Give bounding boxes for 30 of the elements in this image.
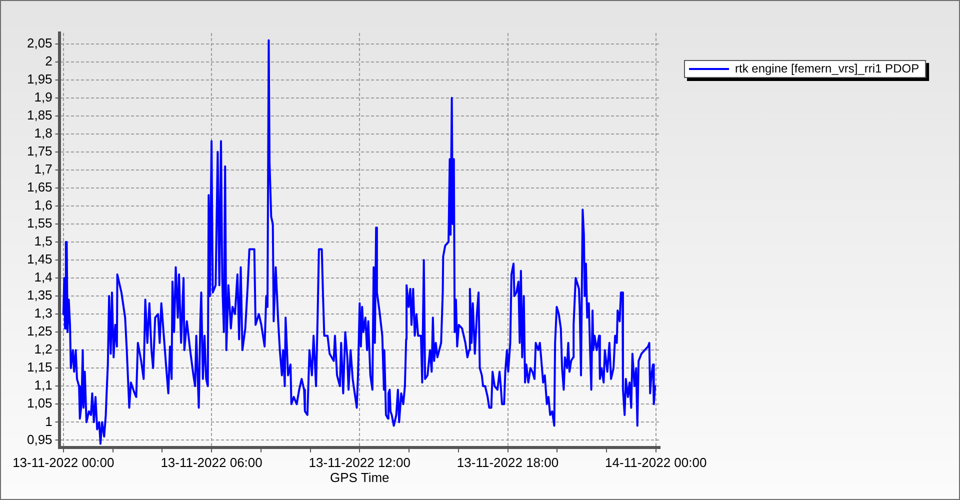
y-tick-label: 1,85: [26, 107, 52, 122]
x-tick-label: 13-11-2022 12:00: [308, 454, 410, 470]
y-tick-label: 1,4: [34, 270, 52, 285]
legend-label: rtk engine [femern_vrs]_rri1 PDOP: [735, 61, 920, 76]
x-tick-label: 13-11-2022 18:00: [456, 454, 559, 470]
y-tick-label: 2,05: [26, 35, 52, 50]
y-tick-label: 1,45: [26, 252, 52, 267]
x-tick-label: 13-11-2022 00:00: [12, 454, 114, 470]
y-tick-label: 1,05: [26, 396, 52, 411]
x-tick-label: 13-11-2022 06:00: [160, 454, 262, 470]
y-tick-label: 1,25: [26, 324, 52, 339]
y-tick-label: 1,95: [26, 71, 52, 86]
y-tick-label: 1,55: [26, 216, 52, 231]
y-tick-label: 1,15: [26, 360, 52, 375]
y-tick-label: 1,1: [34, 378, 52, 393]
y-tick-label: 1,3: [34, 306, 52, 321]
y-tick-label: 1: [45, 414, 52, 429]
y-tick-label: 1,7: [34, 162, 52, 177]
y-tick-label: 1,8: [34, 125, 52, 140]
y-tick-label: 1,9: [34, 89, 52, 104]
y-tick-label: 1,2: [34, 342, 52, 357]
y-tick-label: 1,35: [26, 288, 52, 303]
y-tick-label: 1,5: [34, 234, 52, 249]
x-tick-label: 14-11-2022 00:00: [605, 454, 707, 470]
y-tick-label: 2: [45, 53, 52, 68]
y-tick-label: 0,95: [26, 432, 52, 447]
y-tick-label: 1,75: [26, 143, 52, 158]
x-axis-title: GPS Time: [330, 470, 390, 486]
y-tick-label: 1,65: [26, 180, 52, 195]
y-tick-label: 1,6: [34, 198, 52, 213]
